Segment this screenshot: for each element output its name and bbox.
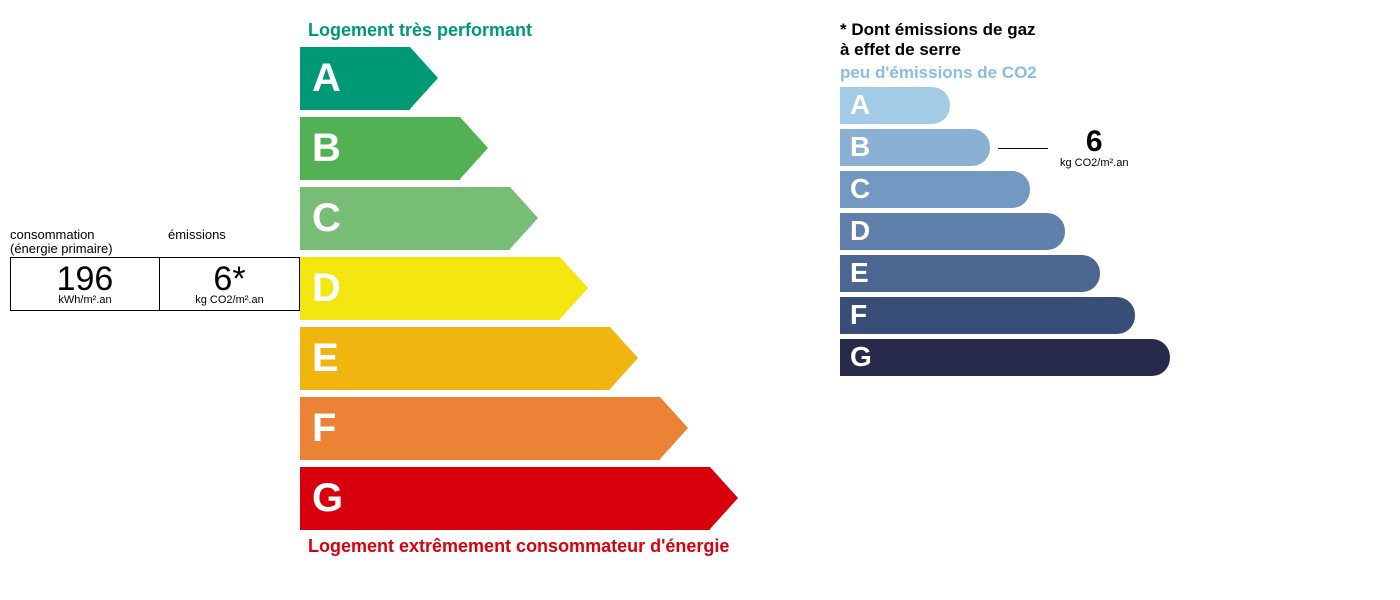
energy-rows: ABCDEFG: [300, 47, 800, 530]
co2-row-e: E: [840, 255, 1270, 292]
energy-row-b: B: [300, 117, 800, 180]
energy-arrow-head-icon: [710, 467, 738, 529]
co2-rows: ABCDEFG 6kg CO2/m².an: [840, 87, 1270, 376]
energy-arrow-letter: E: [300, 327, 610, 390]
energy-row-f: F: [300, 397, 800, 460]
energy-row-c: C: [300, 187, 800, 250]
co2-chart: * Dont émissions de gaz à effet de serre…: [840, 20, 1270, 376]
co2-row-d: D: [840, 213, 1270, 250]
co2-subtitle: peu d'émissions de CO2: [840, 63, 1270, 83]
co2-bar-letter: E: [840, 255, 1100, 292]
energy-arrow: F: [300, 397, 688, 460]
dpe-container: consommation (énergie primaire) émission…: [0, 0, 1400, 577]
consumption-label-line2: (énergie primaire): [10, 241, 113, 256]
co2-callout-unit: kg CO2/m².an: [1060, 157, 1128, 169]
co2-row-a: A: [840, 87, 1270, 124]
energy-arrow-letter: A: [300, 47, 410, 110]
energy-title-bottom: Logement extrêmement consommateur d'éner…: [308, 536, 800, 557]
consumption-value: 196: [17, 262, 153, 296]
energy-row-e: E: [300, 327, 800, 390]
co2-callout-box: 6kg CO2/m².an: [1060, 127, 1128, 169]
co2-note-line1: * Dont émissions de gaz: [840, 20, 1036, 39]
emissions-value: 6*: [166, 262, 293, 296]
co2-bar-letter: G: [840, 339, 1170, 376]
energy-arrow: E: [300, 327, 638, 390]
energy-arrow-head-icon: [510, 187, 538, 249]
co2-row-f: F: [840, 297, 1270, 334]
co2-bar-letter: D: [840, 213, 1065, 250]
co2-bar-letter: A: [840, 87, 950, 124]
consumption-box: 196 kWh/m².an: [11, 258, 160, 310]
emissions-label: émissions: [168, 227, 226, 242]
energy-arrow-head-icon: [410, 47, 438, 109]
values-panel: consommation (énergie primaire) émission…: [10, 228, 300, 311]
energy-chart: Logement très performant ABCDEFG Logemen…: [300, 20, 800, 557]
energy-arrow-letter: C: [300, 187, 510, 250]
energy-title-top: Logement très performant: [308, 20, 800, 41]
energy-arrow-letter: G: [300, 467, 710, 530]
co2-bar-letter: C: [840, 171, 1030, 208]
energy-arrow: B: [300, 117, 488, 180]
co2-bar-letter: F: [840, 297, 1135, 334]
energy-arrow-head-icon: [560, 257, 588, 319]
energy-arrow: D: [300, 257, 588, 320]
consumption-unit: kWh/m².an: [17, 294, 153, 306]
energy-arrow-head-icon: [460, 117, 488, 179]
values-headers: consommation (énergie primaire) émission…: [10, 228, 300, 255]
co2-note-line2: à effet de serre: [840, 40, 961, 59]
co2-note: * Dont émissions de gaz à effet de serre: [840, 20, 1270, 61]
energy-arrow-letter: B: [300, 117, 460, 180]
energy-arrow-letter: D: [300, 257, 560, 320]
emissions-unit: kg CO2/m².an: [166, 294, 293, 306]
energy-arrow-head-icon: [610, 327, 638, 389]
emissions-box: 6* kg CO2/m².an: [160, 258, 299, 310]
energy-arrow: G: [300, 467, 738, 530]
emissions-header: émissions: [160, 228, 300, 255]
co2-row-c: C: [840, 171, 1270, 208]
energy-arrow-head-icon: [660, 397, 688, 459]
co2-callout-value: 6: [1060, 127, 1128, 157]
co2-bar-letter: B: [840, 129, 990, 166]
values-boxes: 196 kWh/m².an 6* kg CO2/m².an: [10, 257, 300, 311]
consumption-header: consommation (énergie primaire): [10, 228, 160, 255]
energy-row-a: A: [300, 47, 800, 110]
energy-row-g: G: [300, 467, 800, 530]
co2-row-g: G: [840, 339, 1270, 376]
co2-callout-line: [998, 148, 1048, 149]
co2-callout: 6kg CO2/m².an: [998, 127, 1128, 169]
energy-arrow-letter: F: [300, 397, 660, 460]
energy-arrow: A: [300, 47, 438, 110]
energy-arrow: C: [300, 187, 538, 250]
energy-row-d: D: [300, 257, 800, 320]
